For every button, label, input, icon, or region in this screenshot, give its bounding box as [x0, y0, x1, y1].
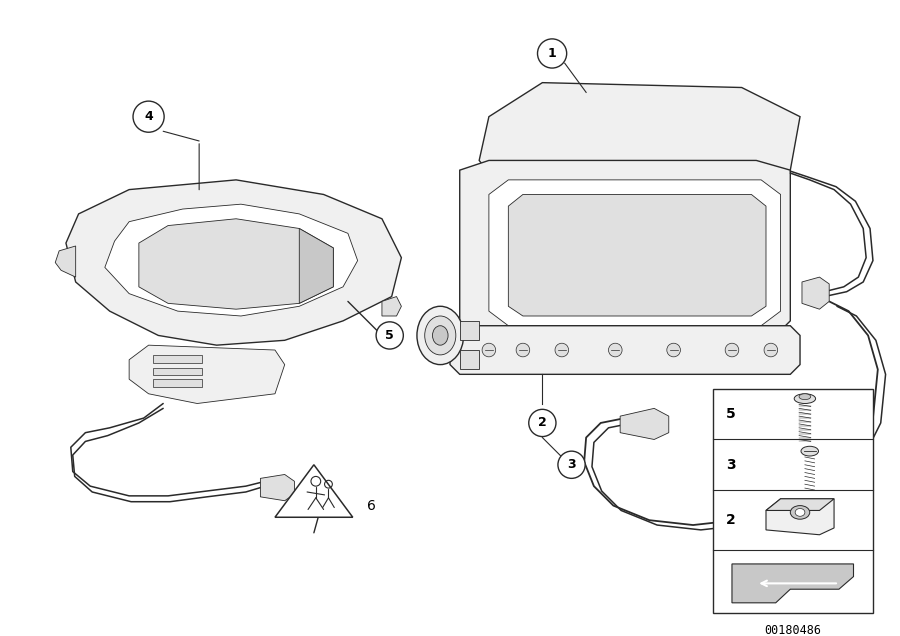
Circle shape — [537, 39, 567, 68]
Bar — [713, 389, 873, 612]
Text: 2: 2 — [538, 417, 546, 429]
Polygon shape — [460, 321, 479, 340]
Circle shape — [516, 343, 530, 357]
Circle shape — [133, 101, 164, 132]
Ellipse shape — [790, 506, 810, 519]
Text: 4: 4 — [144, 110, 153, 123]
Ellipse shape — [799, 394, 811, 399]
Polygon shape — [104, 204, 357, 316]
Text: 00180486: 00180486 — [764, 624, 821, 636]
Circle shape — [725, 343, 739, 357]
Polygon shape — [479, 83, 800, 190]
Text: 1: 1 — [548, 47, 556, 60]
Polygon shape — [802, 277, 829, 309]
Polygon shape — [275, 465, 353, 517]
Circle shape — [482, 343, 496, 357]
Polygon shape — [382, 296, 401, 316]
Polygon shape — [620, 408, 669, 439]
Polygon shape — [489, 180, 780, 326]
Ellipse shape — [796, 509, 805, 516]
Ellipse shape — [801, 446, 818, 456]
Text: 3: 3 — [726, 458, 736, 472]
Polygon shape — [460, 350, 479, 370]
Text: 3: 3 — [567, 459, 576, 471]
Polygon shape — [766, 499, 834, 535]
Circle shape — [608, 343, 622, 357]
Polygon shape — [508, 195, 766, 316]
Ellipse shape — [425, 316, 455, 355]
Circle shape — [558, 451, 585, 478]
Polygon shape — [129, 345, 284, 403]
Circle shape — [764, 343, 778, 357]
Circle shape — [529, 410, 556, 436]
Polygon shape — [499, 184, 752, 204]
Polygon shape — [55, 246, 76, 277]
Polygon shape — [139, 219, 333, 309]
Polygon shape — [450, 326, 800, 375]
Polygon shape — [66, 180, 401, 345]
Polygon shape — [153, 355, 202, 363]
Polygon shape — [153, 379, 202, 387]
Ellipse shape — [794, 394, 815, 403]
Text: 2: 2 — [726, 513, 736, 527]
Text: 5: 5 — [726, 407, 736, 421]
Text: 5: 5 — [385, 329, 394, 342]
Ellipse shape — [433, 326, 448, 345]
Circle shape — [555, 343, 569, 357]
Polygon shape — [260, 474, 294, 501]
Polygon shape — [153, 368, 202, 375]
Polygon shape — [766, 499, 834, 511]
Polygon shape — [460, 160, 790, 340]
Polygon shape — [300, 228, 333, 303]
Text: 6: 6 — [367, 499, 376, 513]
Circle shape — [667, 343, 680, 357]
Polygon shape — [732, 564, 853, 603]
Ellipse shape — [417, 307, 464, 364]
Circle shape — [376, 322, 403, 349]
